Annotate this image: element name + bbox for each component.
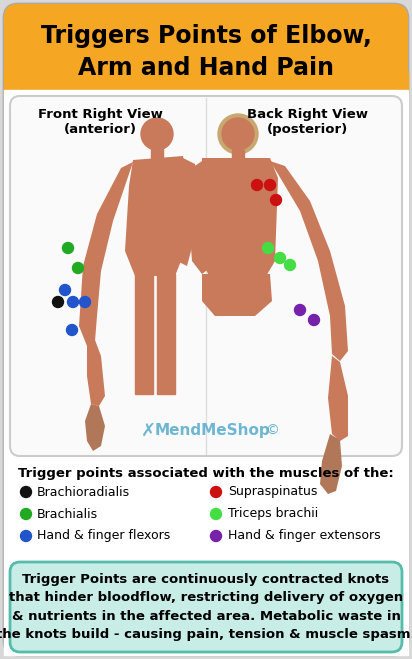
Bar (157, 274, 175, 394)
Polygon shape (79, 162, 133, 346)
Text: Hand & finger extensors: Hand & finger extensors (228, 529, 381, 542)
Polygon shape (328, 356, 348, 441)
FancyBboxPatch shape (4, 4, 408, 94)
Circle shape (73, 262, 84, 273)
Text: ✗: ✗ (140, 422, 156, 440)
Circle shape (211, 509, 222, 519)
Polygon shape (202, 158, 278, 278)
Bar (135, 274, 153, 394)
Circle shape (211, 530, 222, 542)
Text: Supraspinatus: Supraspinatus (228, 486, 317, 498)
Circle shape (59, 285, 70, 295)
Bar (4, 90, 408, 655)
Circle shape (68, 297, 79, 308)
Bar (4, 72, 408, 94)
Text: Trigger Points are continuously contracted knots
that hinder bloodflow, restrict: Trigger Points are continuously contract… (0, 573, 412, 641)
Text: MendMeShop: MendMeShop (155, 424, 271, 438)
Circle shape (21, 509, 31, 519)
Circle shape (141, 118, 173, 150)
Text: Trigger points associated with the muscles of the:: Trigger points associated with the muscl… (18, 467, 394, 480)
Text: Triggers Points of Elbow,: Triggers Points of Elbow, (40, 24, 372, 48)
Polygon shape (87, 340, 105, 406)
Circle shape (218, 114, 258, 154)
Polygon shape (270, 161, 348, 361)
Text: Brachialis: Brachialis (37, 507, 98, 521)
Polygon shape (202, 274, 272, 316)
Circle shape (21, 530, 31, 542)
Bar (151, 148, 163, 160)
FancyBboxPatch shape (10, 96, 402, 456)
Circle shape (295, 304, 306, 316)
Text: Brachioradialis: Brachioradialis (37, 486, 130, 498)
Circle shape (222, 118, 254, 150)
Circle shape (80, 297, 91, 308)
Polygon shape (188, 161, 210, 274)
Circle shape (285, 260, 295, 270)
Circle shape (66, 324, 77, 335)
Circle shape (274, 252, 286, 264)
Text: Arm and Hand Pain: Arm and Hand Pain (78, 56, 334, 80)
Text: Back Right View
(posterior): Back Right View (posterior) (248, 108, 368, 136)
Bar (232, 150, 244, 162)
Circle shape (309, 314, 319, 326)
Circle shape (271, 194, 281, 206)
Text: Triceps brachii: Triceps brachii (228, 507, 318, 521)
Circle shape (211, 486, 222, 498)
FancyBboxPatch shape (4, 4, 408, 655)
Polygon shape (320, 434, 342, 494)
Polygon shape (125, 156, 187, 276)
Circle shape (52, 297, 63, 308)
Circle shape (63, 243, 73, 254)
FancyBboxPatch shape (10, 562, 402, 652)
Circle shape (21, 486, 31, 498)
Polygon shape (85, 404, 105, 451)
Polygon shape (177, 158, 200, 266)
Text: ©: © (265, 424, 279, 438)
Text: Front Right View
(anterior): Front Right View (anterior) (37, 108, 162, 136)
Circle shape (251, 179, 262, 190)
Circle shape (262, 243, 274, 254)
Text: Hand & finger flexors: Hand & finger flexors (37, 529, 170, 542)
Circle shape (265, 179, 276, 190)
